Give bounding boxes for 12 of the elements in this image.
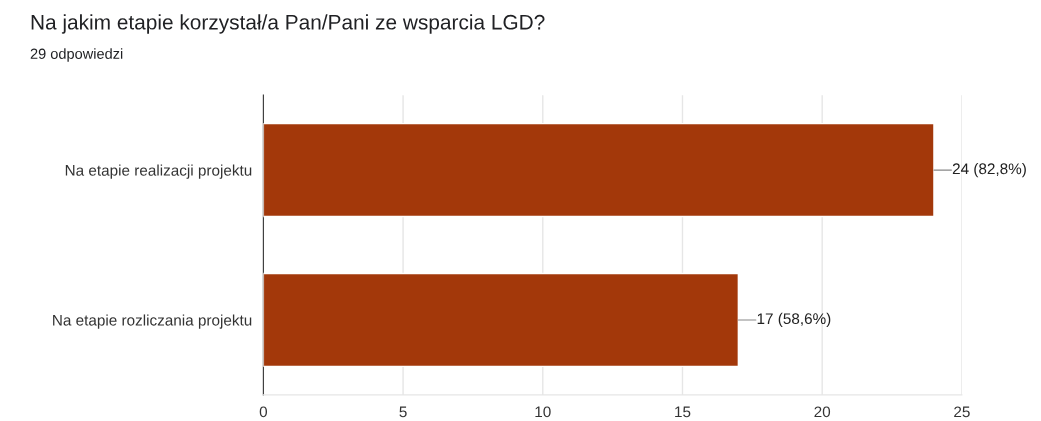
y-tick-label: Na etapie realizacji projektu [65, 164, 252, 179]
x-tick-label: 20 [814, 406, 831, 418]
chart-title: Na jakim etapie korzystał/a Pan/Pani ze wsparcia LGD? [31, 14, 545, 34]
x-tick-label: 15 [675, 406, 691, 418]
y-tick-label: Na etapie rozliczania projektu [53, 314, 252, 329]
text: 29 odpowiedzi [30, 48, 123, 62]
data-label: 24 (82,8%) [952, 162, 1026, 178]
data-label: 17 (58,6%) [757, 312, 831, 328]
x-tick-label: 5 [399, 406, 407, 418]
x-tick-label: 0 [259, 406, 268, 418]
x-tick-label: 25 [954, 406, 970, 418]
x-tick-label: 10 [535, 406, 551, 418]
